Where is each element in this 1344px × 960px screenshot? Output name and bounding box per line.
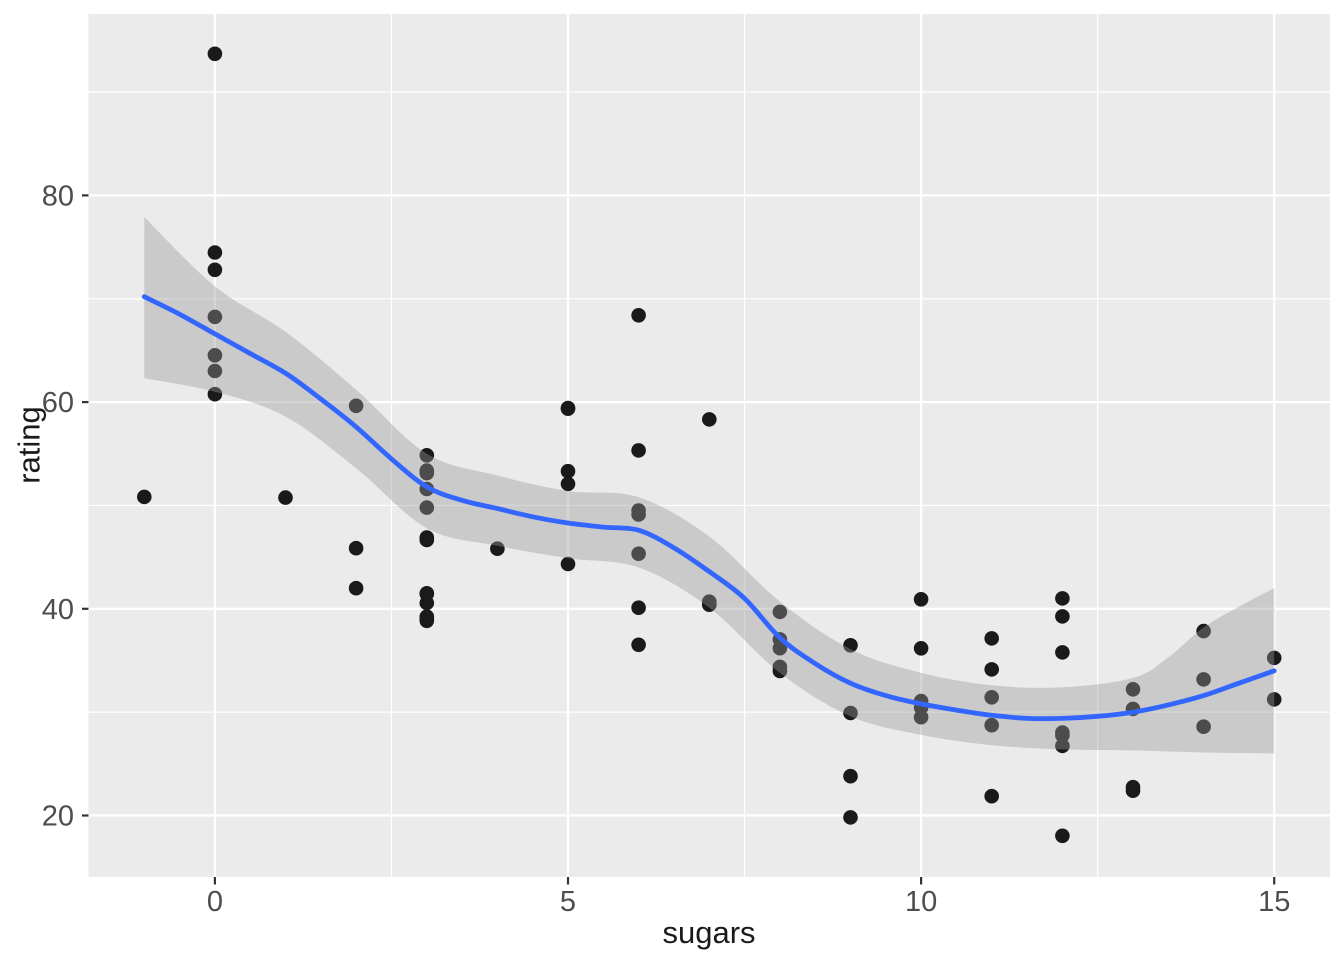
scatter-point <box>348 580 364 596</box>
y-tick-label: 80 <box>42 180 74 212</box>
scatter-points <box>137 46 1282 844</box>
scatter-point <box>419 465 435 481</box>
scatter-point <box>1125 783 1141 798</box>
scatter-point <box>419 500 435 515</box>
scatter-point <box>631 443 646 458</box>
scatter-point <box>419 595 435 611</box>
scatter-point <box>1055 645 1070 660</box>
x-tick-label: 5 <box>560 886 576 918</box>
scatter-point <box>984 690 999 705</box>
scatter-point <box>984 717 999 733</box>
scatter-point <box>631 507 646 522</box>
scatter-point <box>772 640 788 656</box>
scatter-point <box>984 631 999 646</box>
scatter-point <box>207 386 223 402</box>
scatter-point <box>560 401 576 417</box>
scatter-point <box>843 705 858 721</box>
scatter-point <box>1196 672 1211 687</box>
scatter-point <box>631 546 646 561</box>
scatter-point <box>207 46 223 62</box>
scatter-point <box>772 663 788 679</box>
tick-labels: 0 5 10 15 20 40 60 80 <box>42 180 1291 918</box>
scatter-point <box>1055 591 1070 606</box>
scatter-point <box>1055 609 1070 624</box>
scatter-point <box>1266 650 1282 666</box>
scatter-point <box>843 768 858 784</box>
scatter-point <box>1055 828 1070 844</box>
scatter-point <box>490 541 505 556</box>
scatter-point <box>1196 623 1211 639</box>
scatter-point <box>348 398 364 414</box>
y-tick-label: 60 <box>42 387 74 419</box>
scatter-point <box>278 490 293 505</box>
gridlines-major <box>88 14 1330 877</box>
scatter-point <box>843 810 858 825</box>
scatter-point <box>913 709 929 725</box>
scatter-point <box>419 448 435 463</box>
scatter-point <box>560 476 576 492</box>
scatter-point <box>631 600 646 615</box>
scatter-point <box>984 788 999 804</box>
scatter-point <box>843 638 858 653</box>
scatter-point <box>419 613 435 629</box>
x-tick-label: 0 <box>207 886 223 918</box>
scatter-point <box>702 597 717 612</box>
scatter-point <box>913 592 929 607</box>
scatter-point <box>560 463 576 479</box>
scatter-point <box>207 363 223 379</box>
confidence-ribbon <box>144 217 1275 754</box>
gridlines-minor <box>88 14 1330 877</box>
scatter-point <box>137 489 152 505</box>
smooth-line <box>141 294 1277 722</box>
plot-panel <box>88 14 1330 877</box>
scatter-point <box>207 262 223 278</box>
x-tick-label: 15 <box>1258 886 1290 918</box>
axis-ticks <box>82 194 1276 885</box>
scatter-point <box>560 556 576 572</box>
scatter-point <box>207 245 223 260</box>
x-tick-label: 10 <box>905 886 937 918</box>
scatter-point <box>1125 682 1141 697</box>
x-axis-title: sugars <box>662 915 756 950</box>
y-tick-label: 40 <box>42 594 74 626</box>
scatter-point <box>348 540 364 556</box>
scatter-point <box>984 662 999 677</box>
scatter-point <box>419 532 435 548</box>
scatter-point <box>631 637 646 653</box>
scatter-point <box>207 348 223 363</box>
scatter-point <box>913 641 929 656</box>
scatter-point <box>1196 719 1211 734</box>
scatter-point <box>207 309 223 325</box>
scatter-point <box>1266 692 1282 707</box>
scatter-point <box>631 308 646 323</box>
y-axis-title: rating <box>11 406 47 484</box>
scatter-point <box>702 412 717 427</box>
y-tick-label: 20 <box>42 801 74 833</box>
scatter-point <box>1055 728 1070 743</box>
scatter-point <box>772 604 788 620</box>
scatter-point <box>1055 738 1070 754</box>
